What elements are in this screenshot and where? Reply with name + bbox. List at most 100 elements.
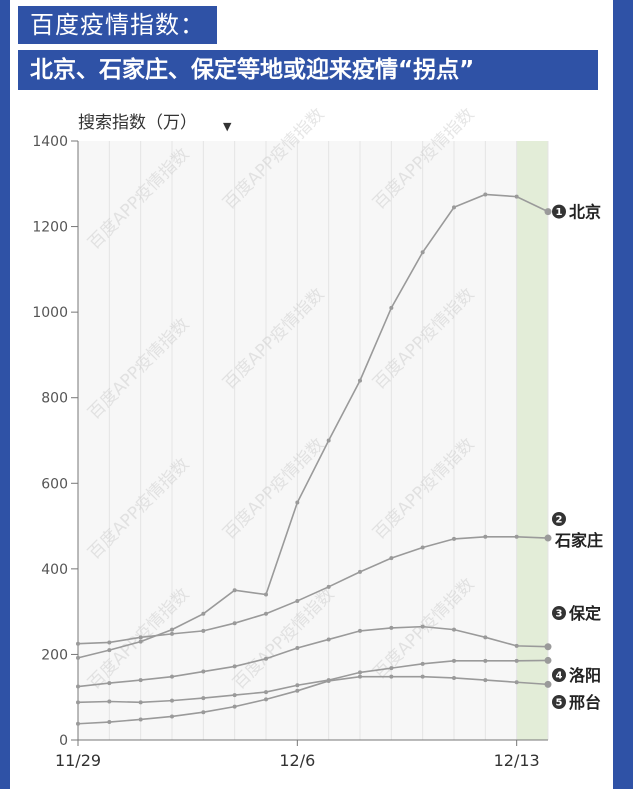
data-point <box>107 720 112 725</box>
data-point <box>483 658 488 663</box>
data-point <box>295 688 300 693</box>
series-line-2 <box>77 625 549 688</box>
data-point <box>514 643 519 648</box>
data-point <box>326 637 331 642</box>
data-point <box>295 500 300 505</box>
data-point <box>76 641 80 646</box>
data-point <box>232 704 237 709</box>
data-point <box>264 611 268 616</box>
data-point <box>201 696 206 701</box>
data-point <box>452 536 456 541</box>
plot-background <box>78 141 548 740</box>
data-point <box>420 674 425 679</box>
rank-badge <box>552 204 566 219</box>
data-point <box>201 710 206 715</box>
series-line-5 <box>77 675 549 725</box>
data-point <box>232 588 237 593</box>
dropdown-arrow-icon: ▼ <box>223 120 232 133</box>
data-point <box>358 569 362 574</box>
data-point <box>170 631 174 636</box>
data-point <box>201 611 206 616</box>
data-point <box>76 684 80 689</box>
data-point <box>76 700 80 705</box>
y-tick-label: 600 <box>41 476 68 492</box>
series-name: 保定 <box>568 604 601 623</box>
data-point <box>295 683 300 688</box>
y-tick-label: 1400 <box>32 134 68 150</box>
data-point <box>544 643 552 651</box>
data-point <box>514 534 519 539</box>
rank-number: 4 <box>556 671 563 682</box>
data-point <box>107 699 112 704</box>
data-point <box>389 625 394 630</box>
data-point <box>264 656 268 661</box>
data-point <box>107 681 112 686</box>
data-point <box>452 658 456 663</box>
data-point <box>264 592 268 597</box>
data-point <box>420 545 425 550</box>
data-point <box>170 674 174 679</box>
rank-number: 1 <box>556 207 563 218</box>
data-point <box>452 205 456 210</box>
data-point <box>76 721 80 726</box>
y-tick-label: 400 <box>41 562 68 578</box>
data-point <box>544 680 552 688</box>
rank-number: 5 <box>556 698 563 709</box>
y-tick-label: 1200 <box>32 220 68 236</box>
series-name: 石家庄 <box>554 531 603 550</box>
rank-badge <box>552 695 566 709</box>
y-axis-label: 搜索指数（万） <box>78 113 197 133</box>
data-point <box>232 664 237 669</box>
series-line-3 <box>77 535 549 645</box>
plot-area <box>78 141 548 740</box>
data-point <box>514 658 519 663</box>
data-point <box>170 627 174 632</box>
data-point <box>295 646 300 651</box>
series-labels: 1 北京 2 石家庄 3 保定 4 洛阳 5 邢台 <box>552 203 603 712</box>
series-name: 北京 <box>569 203 601 222</box>
y-tick-label: 200 <box>41 647 68 663</box>
data-point <box>389 556 394 561</box>
data-point <box>138 635 143 640</box>
series-name: 邢台 <box>568 693 601 712</box>
series-layer <box>76 192 552 726</box>
y-tick-label: 1000 <box>32 305 68 321</box>
rank-badge <box>552 606 566 620</box>
data-point <box>544 208 552 216</box>
data-point <box>138 700 143 705</box>
data-point <box>420 661 425 666</box>
data-point <box>170 714 174 719</box>
data-point <box>264 690 268 695</box>
data-point <box>232 693 237 698</box>
rank-number: 2 <box>556 515 563 526</box>
data-point <box>483 534 488 539</box>
data-point <box>544 534 552 542</box>
data-point <box>170 698 174 703</box>
data-point <box>420 624 425 629</box>
y-tick-label: 800 <box>41 391 68 407</box>
rank-badge <box>552 512 566 526</box>
data-point <box>201 628 206 633</box>
data-point <box>358 670 362 675</box>
data-point <box>544 656 552 664</box>
data-point <box>514 194 519 199</box>
y-tick-label: 0 <box>59 733 68 749</box>
header-tag: 百度疫情指数： <box>18 6 217 44</box>
data-point <box>452 627 456 632</box>
data-point <box>326 584 331 589</box>
x-tick-label: 11/29 <box>55 751 101 770</box>
data-point <box>326 678 331 683</box>
rank-badge <box>552 668 566 682</box>
data-point <box>138 678 143 683</box>
data-point <box>389 666 394 671</box>
series-line-4 <box>77 659 549 704</box>
rank-number: 3 <box>556 609 563 620</box>
data-point <box>389 674 394 679</box>
data-point <box>483 192 488 197</box>
data-point <box>358 674 362 679</box>
data-point <box>452 675 456 680</box>
data-point <box>76 655 80 660</box>
data-point <box>358 378 362 383</box>
data-point <box>326 438 331 443</box>
